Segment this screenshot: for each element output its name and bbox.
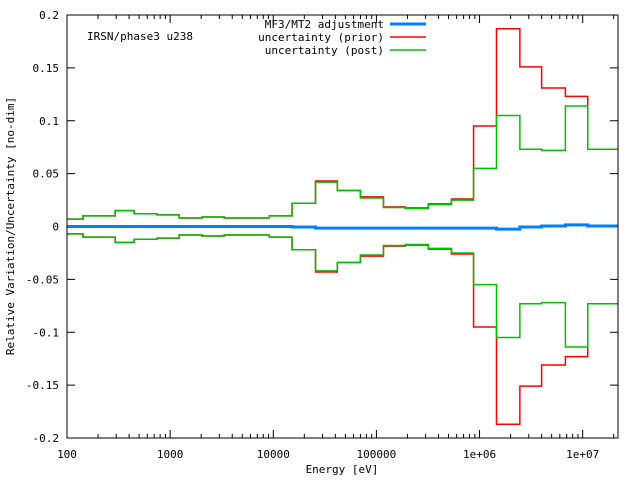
series-0-line <box>67 223 618 231</box>
legend-label-adjustment: MF3/MT2 adjustment <box>265 18 384 31</box>
legend-label-post: uncertainty (post) <box>265 44 384 57</box>
y-axis-label: Relative Variation/Uncertainty [no-dim] <box>4 97 17 355</box>
y-tick-label: 0.1 <box>39 115 59 128</box>
x-tick-label: 1000 <box>157 448 184 461</box>
y-tick-label: -0.15 <box>26 379 59 392</box>
x-tick-label: 10000 <box>257 448 290 461</box>
x-axis-label: Energy [eV] <box>306 463 379 476</box>
legend-label-prior: uncertainty (prior) <box>258 31 384 44</box>
x-tick-label: 100 <box>57 448 77 461</box>
y-tick-label: 0 <box>52 221 59 234</box>
y-tick-label: -0.2 <box>33 432 60 445</box>
axes: 0.2 0.15 0.1 0.05 0 -0.05 -0.1 -0.15 -0.2 100 1000… <box>26 9 618 461</box>
chart-annotation: IRSN/phase3 u238 <box>87 30 193 43</box>
y-tick-label: 0.15 <box>33 62 60 75</box>
legend: MF3/MT2 adjustment uncertainty (prior) u… <box>258 18 426 57</box>
x-tick-label: 1e+07 <box>566 448 599 461</box>
x-tick-label: 100000 <box>357 448 397 461</box>
series-2-line-negative <box>67 233 618 348</box>
series-2-line <box>67 105 618 220</box>
y-tick-label: 0.2 <box>39 9 59 22</box>
x-tick-label: 1e+06 <box>463 448 496 461</box>
y-tick-label: -0.1 <box>33 326 60 339</box>
y-tick-label: -0.05 <box>26 273 59 286</box>
series-layer <box>67 27 618 426</box>
y-tick-label: 0.05 <box>33 168 60 181</box>
plot-border <box>66 14 619 439</box>
